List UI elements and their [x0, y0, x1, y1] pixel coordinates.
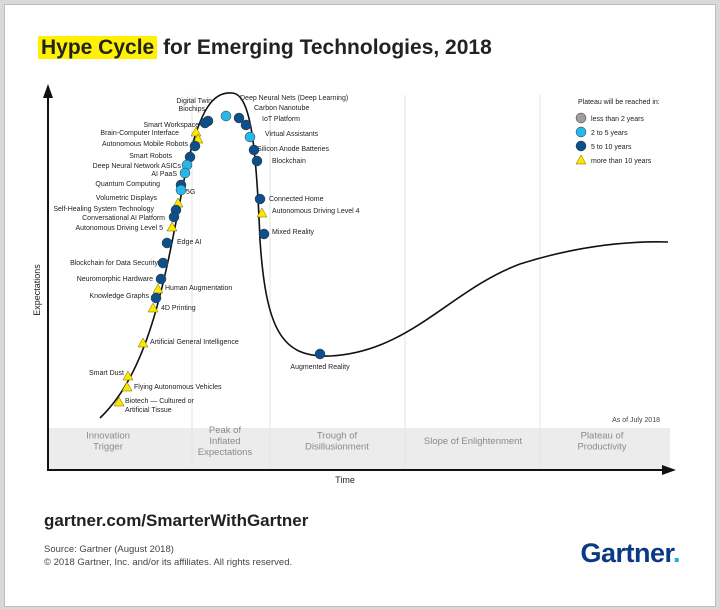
tech-label-18: Autonomous Driving Level 4: [272, 208, 360, 215]
source-text: Source: Gartner (August 2018): [44, 544, 174, 555]
tech-label-22: Mixed Reality: [272, 229, 315, 236]
tech-marker-22: [258, 228, 270, 240]
tech-marker-31: [122, 370, 134, 381]
tech-label-19: Self-Healing System Technology: [53, 206, 154, 213]
infographic-card: [4, 4, 716, 607]
x-axis-arrow: [662, 465, 676, 475]
title-highlight: Hype Cycle: [38, 36, 158, 59]
tech-marker-24: [157, 257, 169, 269]
tech-label-7: Brain-Computer Interface: [100, 130, 179, 137]
tech-marker-32: [121, 381, 133, 392]
tech-label-30: Augmented Reality: [290, 364, 350, 371]
legend-title: Plateau will be reached in:: [578, 99, 660, 106]
tech-label-2: Biochips: [179, 106, 206, 113]
tech-marker-26: [152, 283, 164, 294]
tech-label-27: Knowledge Graphs: [89, 293, 149, 300]
phase-label-2-1: Disillusionment: [305, 442, 369, 453]
tech-label-16: Connected Home: [269, 196, 324, 203]
tech-marker-3: [233, 112, 245, 124]
tech-label-3: Carbon Nanotube: [254, 105, 309, 112]
legend-marker-0: [575, 112, 587, 124]
gartner-logo: Gartner.: [580, 538, 680, 569]
legend-label-0: less than 2 years: [591, 116, 644, 123]
tech-marker-10: [251, 155, 263, 167]
tech-marker-4: [240, 119, 252, 131]
tech-marker-20: [168, 211, 180, 223]
tech-label-21: Autonomous Driving Level 5: [75, 225, 163, 232]
page-title: Hype Cycle for Emerging Technologies, 20…: [38, 36, 492, 60]
legend-marker-2: [575, 140, 587, 152]
tech-label-23: Edge AI: [177, 239, 202, 246]
tech-label-8: Autonomous Mobile Robots: [102, 141, 188, 148]
tech-label-6: Virtual Assistants: [265, 131, 319, 138]
tech-label-26: Human Augmentation: [165, 285, 232, 292]
tech-label-13: AI PaaS: [151, 171, 177, 178]
tech-marker-13: [179, 167, 191, 179]
tech-label-11: Smart Robots: [129, 153, 172, 160]
tech-marker-5: [199, 117, 211, 129]
phase-label-0-0: Innovation: [86, 431, 130, 442]
tech-marker-16: [254, 193, 266, 205]
tech-label-10: Blockchain: [272, 158, 306, 165]
tech-label-25: Neuromorphic Hardware: [77, 276, 153, 283]
x-axis-label: Time: [335, 475, 355, 485]
tech-marker-6: [244, 131, 256, 143]
phase-label-1-1: Inflated: [209, 436, 240, 447]
tech-label-29: Artificial General Intelligence: [150, 339, 239, 346]
legend-marker-1: [575, 126, 587, 138]
phase-band: [48, 428, 670, 470]
y-axis-label: Expectations: [32, 264, 42, 316]
tech-marker-25: [155, 273, 167, 285]
tech-label-33-line2: Artificial Tissue: [125, 407, 172, 414]
tech-marker-1: [220, 110, 232, 122]
legend-marker-3: [575, 154, 587, 165]
tech-marker-9: [248, 144, 260, 156]
logo-dot: .: [672, 538, 681, 568]
tech-marker-18: [256, 207, 268, 218]
phase-label-1-2: Expectations: [198, 447, 253, 458]
tech-label-15: 5G: [186, 189, 195, 196]
tech-marker-2: [190, 126, 202, 137]
phase-label-0-1: Trigger: [93, 442, 123, 453]
tech-label-31: Smart Dust: [89, 370, 124, 377]
title-rest: for Emerging Technologies, 2018: [157, 36, 492, 59]
tech-label-17: Volumetric Displays: [96, 195, 158, 202]
tech-marker-30: [314, 348, 326, 360]
tech-label-28: 4D Printing: [161, 305, 196, 312]
phase-label-1-0: Peak of: [209, 425, 242, 436]
tech-label-12: Deep Neural Network ASICs: [93, 163, 182, 170]
tech-label-9: Silicon Anode Batteries: [257, 146, 329, 153]
tech-marker-29: [137, 337, 149, 348]
legend-label-2: 5 to 10 years: [591, 144, 632, 151]
y-axis-arrow: [43, 84, 53, 98]
tech-label-20: Conversational AI Platform: [82, 215, 165, 222]
tech-marker-33: [113, 396, 125, 407]
phase-label-4-1: Productivity: [577, 442, 626, 453]
tech-label-5: Smart Workspace: [144, 122, 200, 129]
tech-label-24: Blockchain for Data Security: [70, 260, 158, 267]
as-of-label: As of July 2018: [612, 417, 660, 424]
footer-source: Source: Gartner (August 2018) © 2018 Gar…: [44, 543, 292, 569]
tech-label-33: Biotech — Cultured or: [125, 398, 195, 405]
logo-text: Gartner: [580, 538, 673, 568]
phase-label-3-0: Slope of Enlightenment: [424, 436, 523, 447]
tech-label-14: Quantum Computing: [95, 181, 160, 188]
phase-label-2-0: Trough of: [317, 431, 358, 442]
tech-label-1: Deep Neural Nets (Deep Learning): [240, 95, 348, 102]
phase-label-4-0: Plateau of: [581, 431, 624, 442]
tech-marker-28: [147, 302, 159, 313]
tech-label-0: Digital Twin: [176, 98, 212, 105]
legend-label-3: more than 10 years: [591, 158, 652, 165]
footer-url[interactable]: gartner.com/SmarterWithGartner: [44, 511, 309, 530]
tech-marker-21: [166, 221, 178, 232]
tech-marker-23: [161, 237, 173, 249]
tech-marker-8: [189, 140, 201, 152]
copyright-text: © 2018 Gartner, Inc. and/or its affiliat…: [44, 557, 293, 568]
tech-marker-27: [150, 292, 162, 304]
legend-label-1: 2 to 5 years: [591, 130, 628, 137]
tech-label-4: IoT Platform: [262, 116, 300, 123]
tech-marker-15: [175, 184, 187, 196]
tech-label-32: Flying Autonomous Vehicles: [134, 384, 222, 391]
